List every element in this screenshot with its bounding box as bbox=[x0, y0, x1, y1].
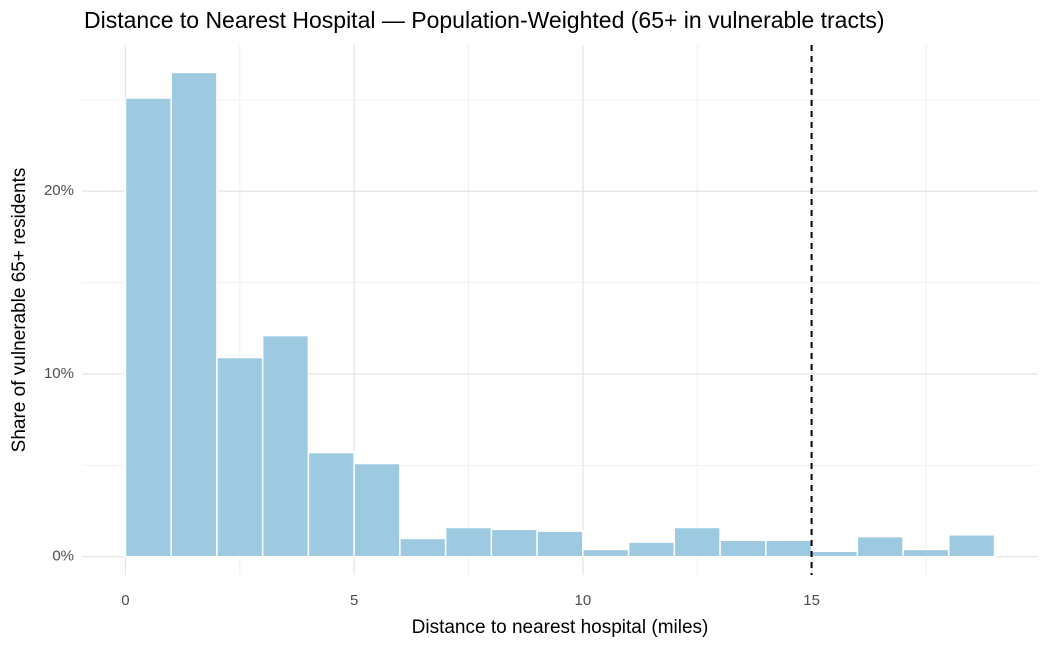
bar bbox=[902, 548, 950, 558]
bar bbox=[216, 356, 264, 558]
x-tick-label: 0 bbox=[121, 592, 129, 609]
chart-title: Distance to Nearest Hospital — Populatio… bbox=[84, 7, 885, 33]
bar bbox=[673, 526, 721, 558]
y-tick-label: 10% bbox=[44, 365, 74, 382]
x-tick-label: 5 bbox=[350, 592, 358, 609]
bar bbox=[948, 534, 996, 558]
bar bbox=[124, 97, 172, 558]
bar bbox=[353, 462, 401, 558]
bar bbox=[765, 539, 813, 558]
bar bbox=[582, 548, 630, 558]
bar bbox=[307, 451, 355, 558]
bar bbox=[536, 530, 584, 558]
y-axis-title: Share of vulnerable 65+ residents bbox=[9, 168, 30, 453]
y-tick-label: 20% bbox=[44, 182, 74, 199]
bar bbox=[399, 537, 447, 558]
x-axis-title: Distance to nearest hospital (miles) bbox=[412, 617, 709, 638]
bar bbox=[170, 71, 218, 558]
bar bbox=[810, 550, 859, 558]
x-tick-label: 10 bbox=[575, 592, 592, 609]
x-tick-label: 15 bbox=[803, 592, 820, 609]
bar bbox=[719, 539, 767, 558]
bar bbox=[490, 528, 538, 558]
y-tick-label: 0% bbox=[52, 548, 74, 565]
bar bbox=[856, 535, 904, 558]
bar bbox=[444, 526, 493, 558]
bar bbox=[627, 541, 676, 558]
bar bbox=[261, 334, 310, 558]
